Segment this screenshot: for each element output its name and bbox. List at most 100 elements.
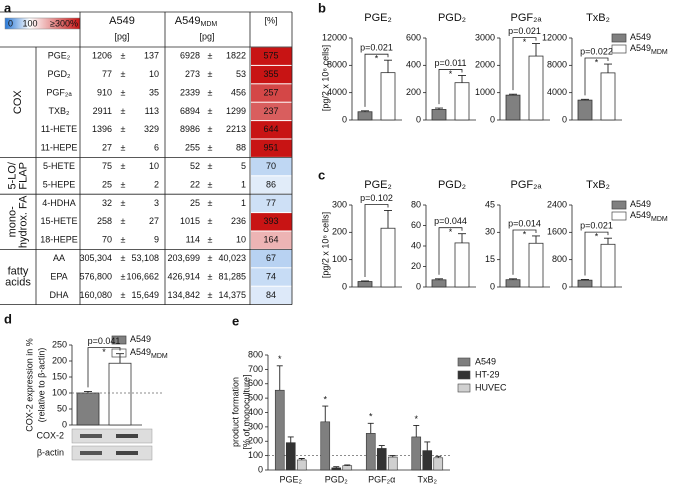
bar [505,94,521,121]
x-tick-label: PGD₂ [325,474,349,484]
row-name: 5-HEPE [43,179,76,189]
legend-swatch [611,200,627,210]
y-tick-label: 45 [485,199,495,209]
subplot-title: PGE₂ [364,179,392,191]
plus-minus: ± [121,235,126,245]
cell: 5 [241,161,246,171]
y-tick-label: 400 [406,60,421,70]
percent-label: 70 [266,161,276,171]
subplot-title: TxB₂ [586,179,610,191]
legend-label: A549MDM [630,43,668,56]
significance-bracket [364,53,389,107]
percent-label: 355 [263,69,278,79]
y-tick-label: 100 [332,254,347,264]
bar [454,242,470,288]
bar [320,421,331,471]
plus-minus: ± [121,198,126,208]
y-tick-label: 15 [485,254,495,264]
plus-minus: ± [208,161,213,171]
bar [365,433,376,471]
y-axis-label: [pg/2 x 10⁶ cells] [320,212,330,278]
column-header-base: A549 [175,15,201,27]
bar [285,442,296,471]
y-tick-label: 2400 [547,199,567,209]
legend-label: A549 [130,334,151,344]
column-header: A549 [109,15,135,27]
legend-swatch [457,383,471,393]
bar [411,436,422,471]
error-bar [581,98,589,101]
error-bar [435,107,443,110]
subplot-title: TxB₂ [586,12,610,24]
significance: * [278,354,282,364]
percent-label: 77 [266,198,276,208]
bar [600,72,616,121]
legend-label-base: A549 [630,43,651,53]
row-name: 5-HETE [43,161,75,171]
error-bar [361,280,369,282]
error-bar [604,237,612,245]
legend-label-base: A549 [130,347,151,357]
error-bar [378,445,385,449]
significance-bracket [438,69,463,105]
bar [433,457,444,471]
error-bar [581,279,589,281]
significance: * [595,57,599,67]
bar [108,362,132,426]
y-tick-label: 12000 [322,32,347,42]
error-bar [435,278,443,280]
cell: 27 [102,143,112,153]
cell: 137 [144,51,159,61]
y-tick-label: 4000 [547,87,567,97]
percent-label: 393 [263,216,278,226]
significance: * [102,347,106,357]
error-bar [287,436,294,443]
column-unit: [pg] [114,31,129,41]
error-bar [509,93,517,96]
cell: 114 [186,235,200,245]
y-tick-label: 0 [562,114,567,124]
legend-label-sub: MDM [651,49,668,56]
row-name: 15-HETE [40,216,77,226]
cell: 10 [236,235,246,245]
cell: 1 [241,198,246,208]
significance: * [523,37,527,47]
group-label: 5-LO/ [6,161,18,189]
colorbar-label: ≥300% [50,18,78,28]
plus-minus: ± [121,143,126,153]
y-tick-label: 2000 [475,60,495,70]
error-bar [384,59,392,73]
percent-cell [251,213,292,231]
legend-label-base: A549 [630,210,651,220]
error-bar [424,441,431,451]
x-tick-label: PGF₂α [368,474,395,484]
error-bar [333,466,340,468]
cell: 14,375 [218,290,246,300]
percent-cell [251,121,292,139]
row-name: 11-HEPE [41,143,78,153]
plus-minus: ± [121,253,126,263]
cell: 15,649 [131,290,159,300]
bar [505,279,521,288]
y-tick-label: 0 [62,419,67,429]
bar [387,456,398,471]
plus-minus: ± [121,87,126,97]
blot-signal [116,451,138,455]
cell: 160,080 [79,290,112,300]
y-tick-label: 200 [406,87,421,97]
row-name: PGE₂ [48,51,71,61]
colorbar-label: 100 [22,18,37,28]
cell: 22 [190,179,200,189]
y-tick-label: 0 [258,464,263,474]
bar [577,99,593,121]
significance-bracket [512,229,537,275]
error-bar [458,74,466,83]
y-axis-label: (relative to β-actin) [36,348,46,423]
cell: 6894 [180,106,200,116]
significance-bracket [438,227,463,275]
p-value: p=0.021 [580,221,613,231]
subplot-title: PGF₂ₐ [511,179,543,191]
cell: 25 [102,179,112,189]
plus-minus: ± [121,106,126,116]
y-tick-label: 8000 [547,60,567,70]
